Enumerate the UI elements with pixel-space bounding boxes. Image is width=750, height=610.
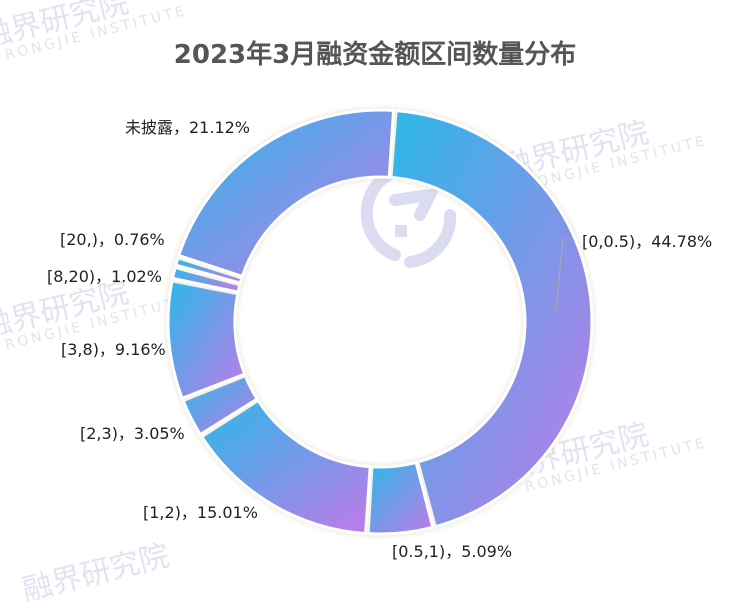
donut-slice[interactable]	[366, 460, 435, 536]
slice-label-8-20: [8,20)，1.02%	[47, 267, 162, 286]
slice-label-0.5-1: [0.5,1)，5.09%	[392, 542, 513, 561]
donut-chart	[166, 108, 594, 536]
slice-label-3-8: [3,8)，9.16%	[61, 340, 166, 359]
donut-slice[interactable]	[389, 108, 594, 529]
donut-slice[interactable]	[199, 398, 372, 536]
slice-label-20-plus: [20,)，0.76%	[60, 230, 165, 249]
donut-slice[interactable]	[176, 108, 396, 279]
donut-slice[interactable]	[181, 373, 260, 437]
donut-slice[interactable]	[173, 255, 244, 285]
slice-label-1-2: [1,2)，15.01%	[143, 503, 258, 522]
slice-label-0-0.5: [0,0.5)，44.78%	[582, 232, 713, 251]
slice-label-undisclosed: 未披露，21.12%	[125, 118, 251, 137]
donut-slice[interactable]	[166, 279, 247, 401]
label-leader-line	[555, 237, 564, 311]
chart-title: 2023年3月融资金额区间数量分布	[173, 40, 577, 70]
slice-label-2-3: [2,3)，3.05%	[80, 424, 185, 443]
donut-slice[interactable]	[170, 265, 242, 294]
logo-watermark	[360, 169, 457, 268]
donut-slices	[166, 108, 594, 536]
